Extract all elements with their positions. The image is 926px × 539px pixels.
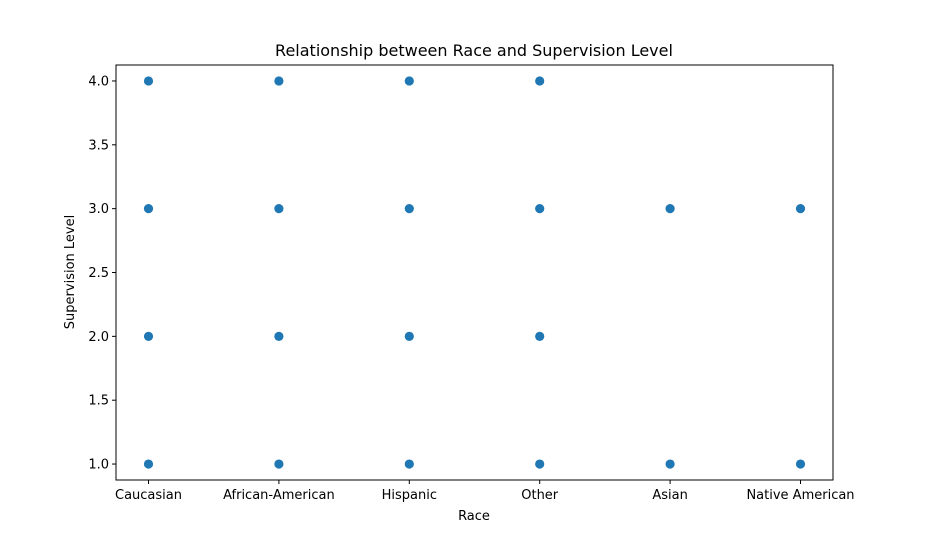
data-point xyxy=(404,76,414,86)
data-point xyxy=(274,76,284,86)
y-tick-label: 1.0 xyxy=(88,458,109,473)
x-tick-label: Other xyxy=(521,488,559,503)
data-points xyxy=(143,76,806,469)
data-point xyxy=(665,459,675,469)
y-axis: 1.0 1.5 2.0 2.5 3.0 3.5 4.0 xyxy=(88,74,116,473)
data-point xyxy=(143,204,154,214)
x-tick-label: Native American xyxy=(746,488,854,503)
x-tick-label: Caucasian xyxy=(115,488,182,503)
data-point xyxy=(404,459,414,469)
data-point xyxy=(143,76,154,86)
data-point xyxy=(404,204,414,214)
data-point xyxy=(795,204,806,214)
plot-area-frame xyxy=(115,64,834,481)
x-tick-label: Hispanic xyxy=(382,488,437,503)
data-point xyxy=(274,204,284,214)
y-tick-label: 2.0 xyxy=(88,330,109,345)
y-tick-label: 3.0 xyxy=(88,202,109,217)
data-point xyxy=(535,76,545,86)
y-tick-label: 4.0 xyxy=(88,74,109,89)
data-point xyxy=(143,331,154,341)
x-axis-label: Race xyxy=(458,509,490,524)
x-tick-label: African-American xyxy=(223,488,335,503)
y-tick-label: 2.5 xyxy=(88,266,109,281)
data-point xyxy=(795,459,806,469)
data-point xyxy=(274,331,284,341)
data-point xyxy=(535,331,545,341)
data-point xyxy=(143,459,154,469)
data-point xyxy=(535,204,545,214)
data-point xyxy=(274,459,284,469)
chart-title: Relationship between Race and Supervisio… xyxy=(275,41,673,60)
data-point xyxy=(665,204,675,214)
y-tick-label: 1.5 xyxy=(88,394,109,409)
x-axis: Caucasian African-American Hispanic Other As… xyxy=(115,480,855,503)
data-point xyxy=(535,459,545,469)
x-tick-label: Asian xyxy=(652,488,687,503)
data-point xyxy=(404,331,414,341)
y-axis-label: Supervision Level xyxy=(63,215,78,329)
y-tick-label: 3.5 xyxy=(88,138,109,153)
